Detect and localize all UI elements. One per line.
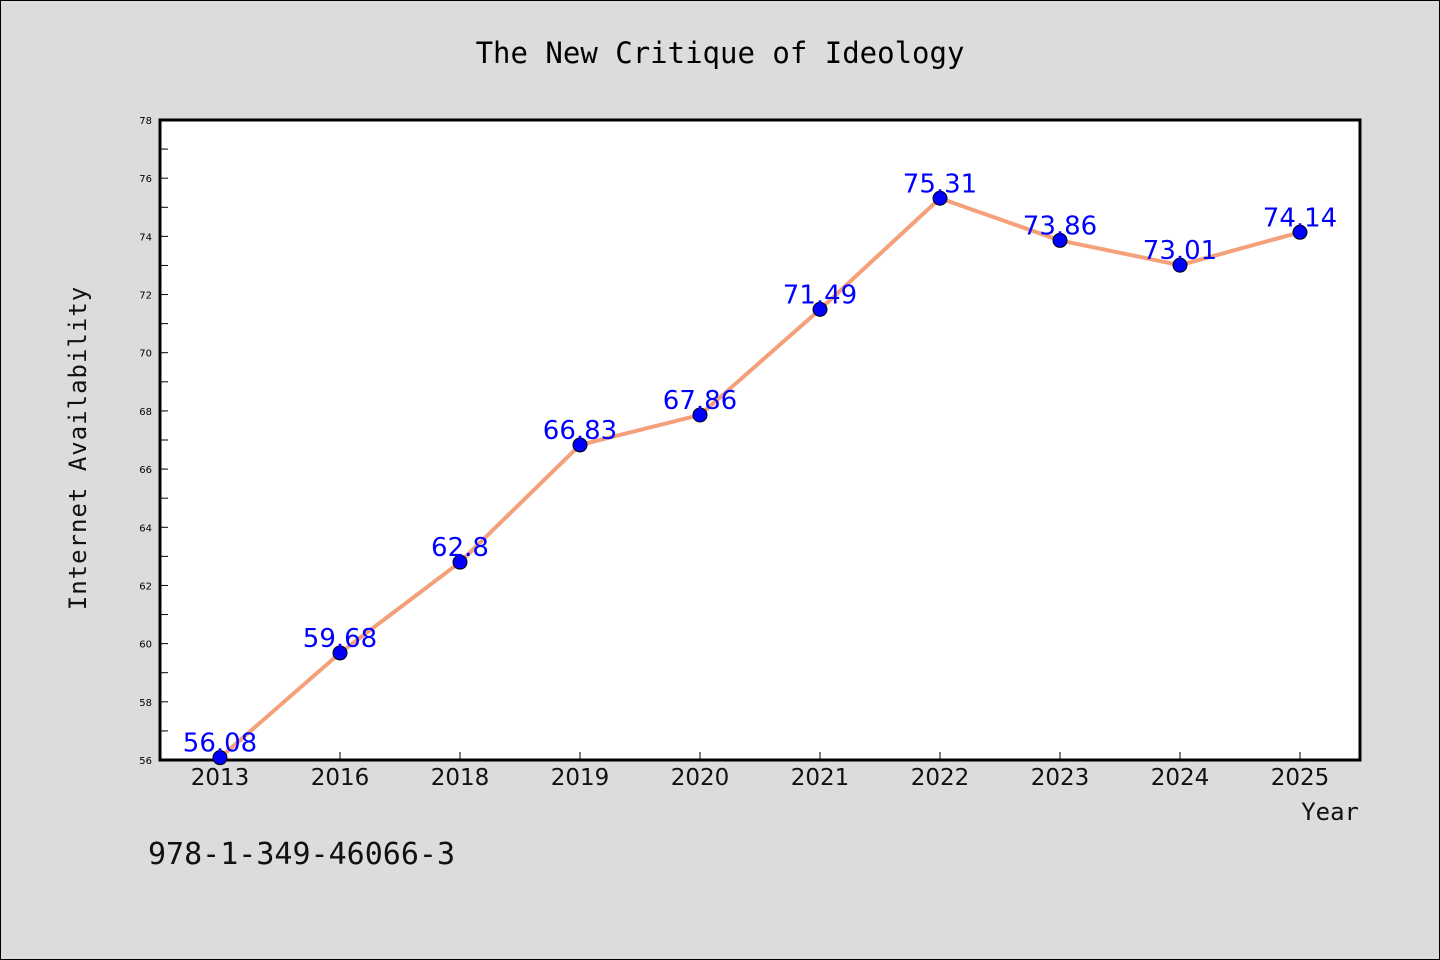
data-label: 56.08: [183, 729, 257, 759]
data-label: 75.31: [903, 169, 977, 199]
x-tick-label: 2018: [431, 765, 490, 791]
y-axis-label: Internet Availability: [64, 286, 92, 610]
data-label: 73.01: [1143, 236, 1217, 266]
data-point-marker: [1052, 232, 1068, 248]
data-point-marker: [692, 407, 708, 423]
y-tick-label: 74: [139, 232, 152, 243]
data-label: 59.68: [303, 624, 377, 654]
x-axis-label: Year: [1301, 798, 1359, 826]
x-tick-label: 2013: [191, 765, 250, 791]
y-tick-label: 72: [139, 291, 152, 302]
chart-title: The New Critique of Ideology: [476, 36, 965, 70]
y-tick-label: 58: [139, 698, 152, 709]
data-point-marker: [1172, 257, 1188, 273]
data-point-marker: [452, 554, 468, 570]
y-axis-ticks: 56 58 60 62 64 66 68 70 72 74 76 78: [139, 116, 168, 767]
y-tick-label: 56: [139, 756, 152, 767]
x-tick-label: 2023: [1031, 765, 1090, 791]
series-line: [218, 196, 1301, 760]
y-tick-label: 76: [139, 174, 152, 185]
y-tick-label: 60: [139, 640, 152, 651]
data-point-marker: [332, 645, 348, 661]
x-tick-label: 2019: [551, 765, 610, 791]
data-label: 67.86: [663, 386, 737, 416]
x-tick-label: 2025: [1271, 765, 1330, 791]
series-line-group: [212, 190, 1308, 766]
x-tick-label: 2024: [1151, 765, 1210, 791]
x-tick-label: 2020: [671, 765, 730, 791]
data-point-marker: [212, 750, 228, 766]
x-tick-label: 2016: [311, 765, 370, 791]
footer-isbn: 978-1-349-46066-3: [148, 837, 455, 872]
y-tick-label: 78: [139, 116, 152, 127]
y-tick-label: 62: [139, 581, 152, 592]
data-label: 62.8: [431, 533, 489, 563]
data-labels-group: 56.08 59.68 62.8 66.83 67.86 71.49 75.31 73.86 7…: [183, 169, 1337, 758]
y-tick-label: 70: [139, 349, 152, 360]
data-point-marker: [1292, 224, 1308, 240]
x-tick-label: 2021: [791, 765, 850, 791]
data-label: 74.14: [1263, 203, 1337, 233]
data-point-marker: [812, 301, 828, 317]
y-tick-label: 64: [139, 523, 152, 534]
x-tick-label: 2022: [911, 765, 970, 791]
y-tick-label: 66: [139, 465, 152, 476]
data-point-marker: [932, 190, 948, 206]
x-axis-ticks: 2013 2016 2018 2019 2020 2021 2022 2023 2024 2025: [191, 752, 1330, 791]
plot-area: [158, 118, 1362, 762]
data-point-marker: [572, 437, 588, 453]
data-label: 66.83: [543, 416, 617, 446]
data-label: 71.49: [783, 280, 857, 310]
y-tick-label: 68: [139, 407, 152, 418]
data-label: 73.86: [1023, 211, 1097, 241]
